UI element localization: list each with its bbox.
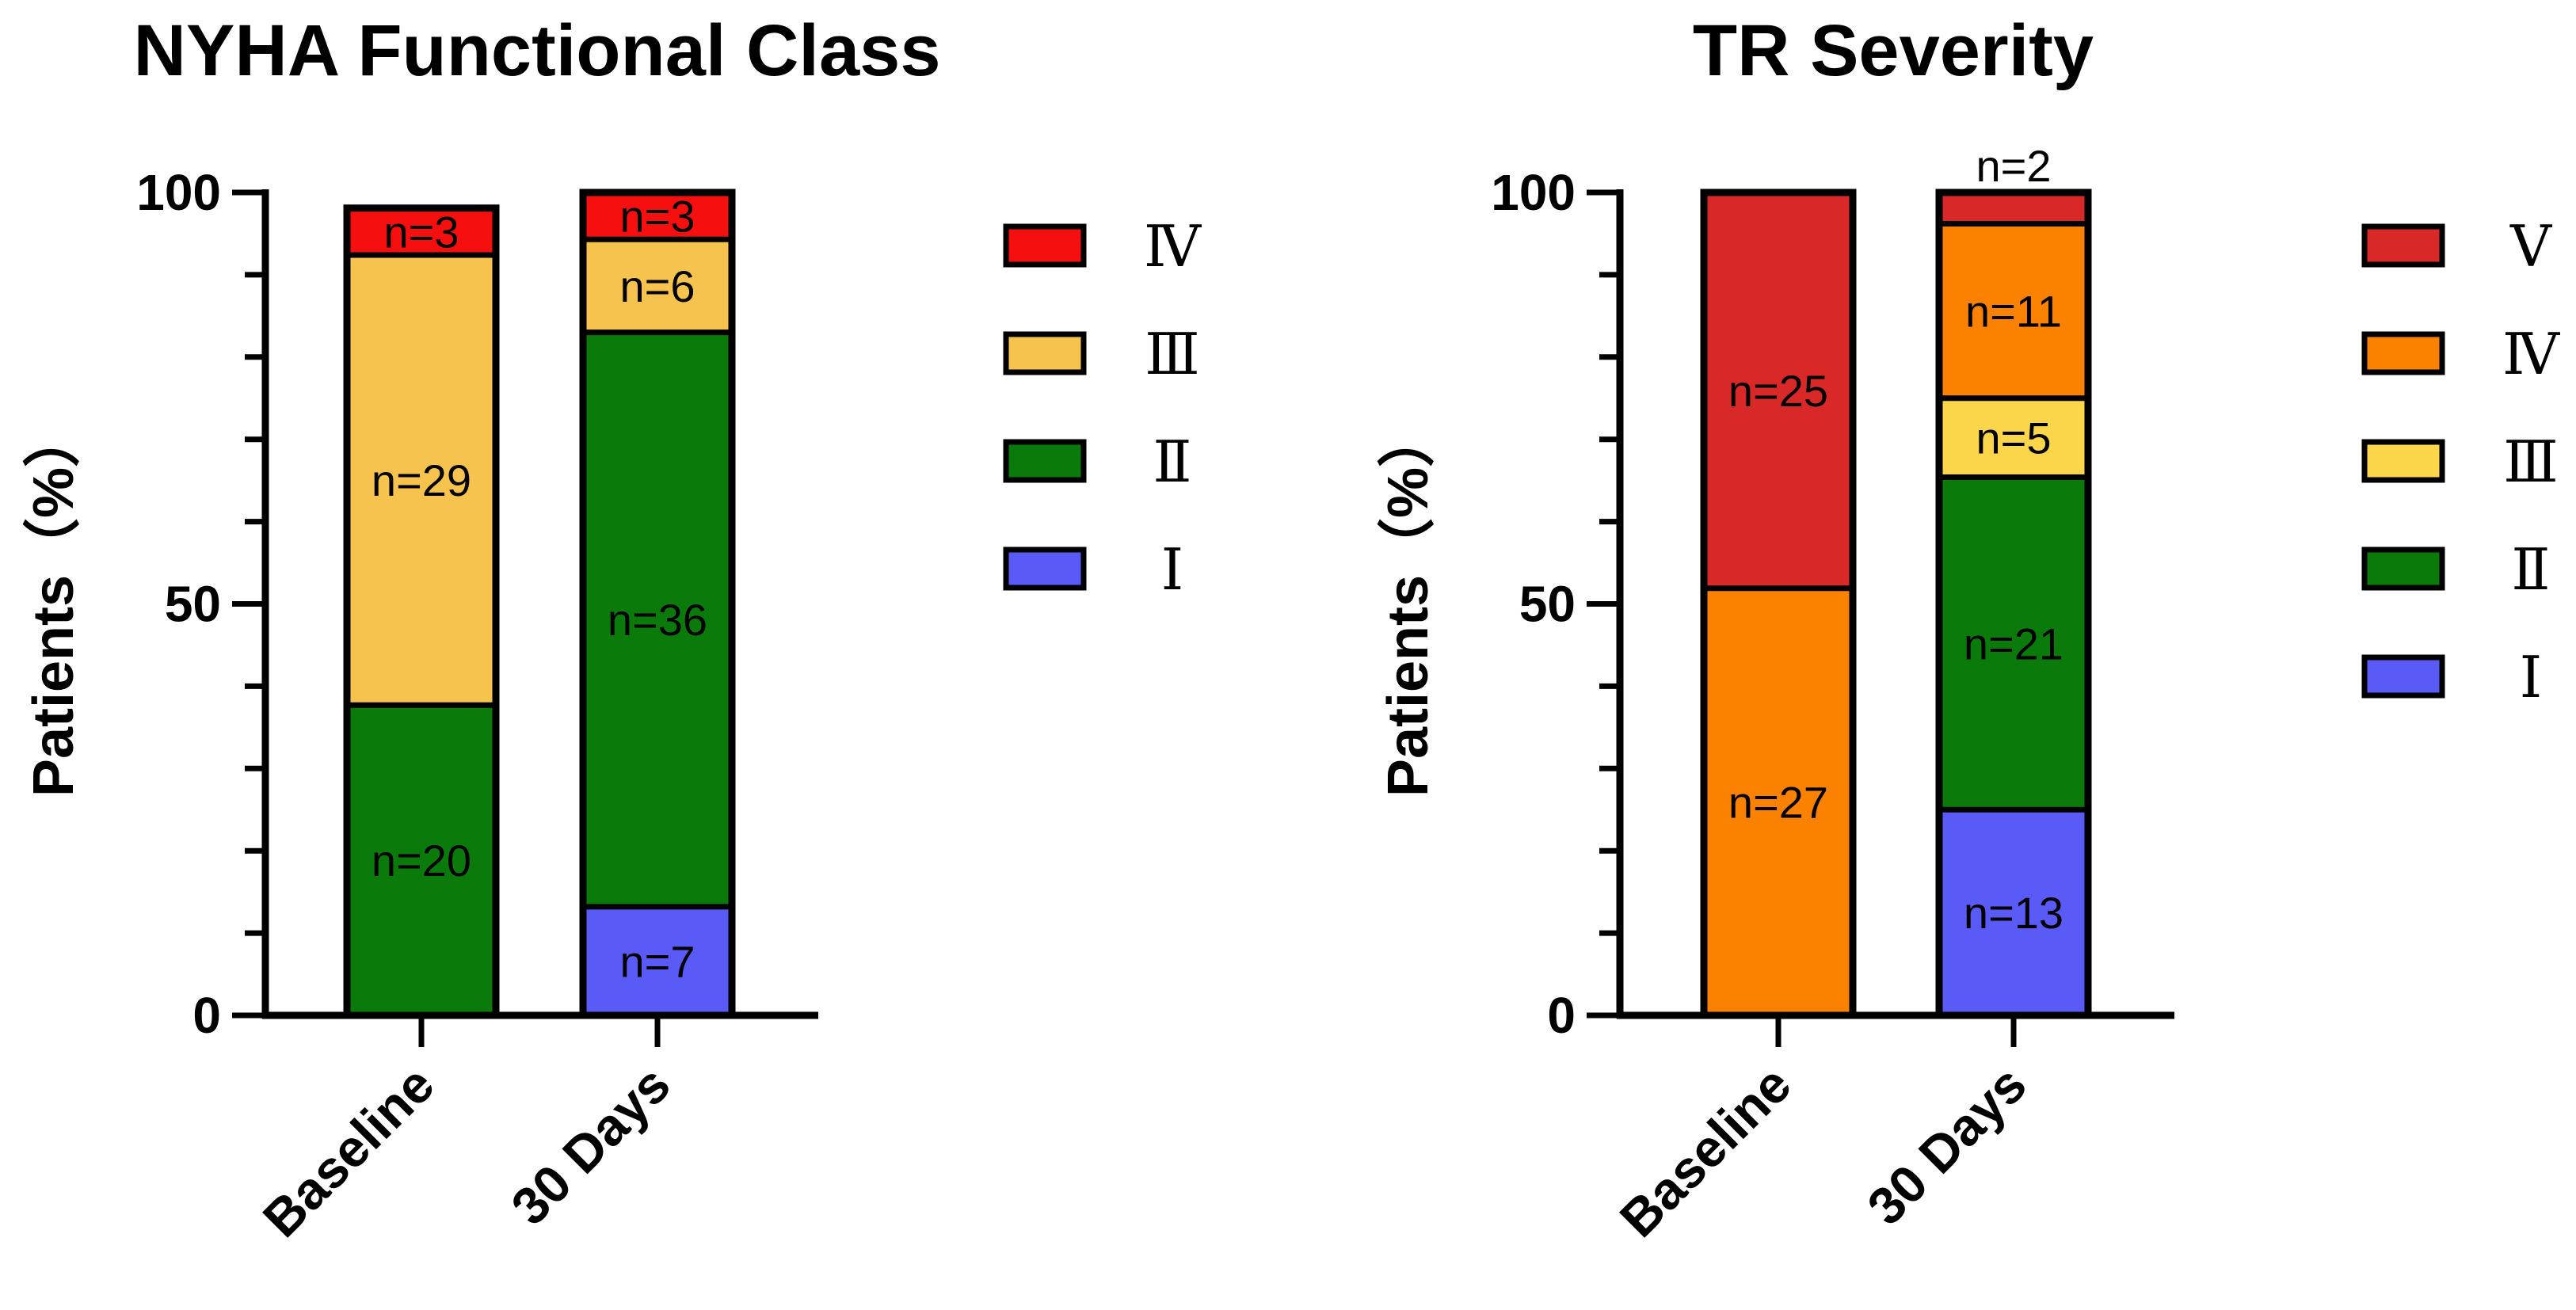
legend-swatch: [2361, 546, 2445, 591]
chart-title: TR Severity: [1693, 10, 2094, 91]
data-label: n=5: [1976, 413, 2052, 463]
bar-segment: [1939, 477, 2088, 810]
bar-group: [1700, 189, 2092, 1019]
y-tick-label: 50: [165, 576, 221, 633]
bar-segment: [347, 705, 496, 1015]
bar-segment: [347, 208, 496, 255]
y-tick-label: 100: [1491, 164, 1576, 221]
data-label: n=20: [372, 836, 471, 885]
y-tick-label: 0: [1547, 987, 1576, 1044]
legend-label: Ⅳ: [2502, 321, 2560, 387]
legend-swatch: [2361, 331, 2445, 375]
legend-label: Ⅴ: [2509, 213, 2553, 280]
bar-segment: [1939, 398, 2088, 478]
bar-segment: [1939, 192, 2088, 224]
y-tick-label: 0: [192, 987, 221, 1044]
x-category-label: Baseline: [252, 1055, 445, 1248]
legend-swatch: [1003, 331, 1087, 375]
legend-label: Ⅲ: [1145, 321, 1199, 387]
legend-label: Ⅱ: [2512, 536, 2551, 603]
legend-label: Ⅰ: [2520, 644, 2542, 710]
chart-tr-severity: TR Severity n=27 n=25 n=13 n=21 n=5 n=11 n=2 0 50…: [1377, 10, 2560, 1248]
bar-segment: [583, 906, 732, 1015]
data-label: n=13: [1964, 888, 2063, 938]
bar-group: [343, 189, 736, 1019]
legend: Ⅴ Ⅳ Ⅲ Ⅱ Ⅰ: [2361, 213, 2560, 710]
x-axis: Baseline 30 Days: [252, 1011, 818, 1248]
data-label: n=29: [372, 455, 471, 505]
bar-segment: [583, 192, 732, 240]
legend-label: Ⅲ: [2503, 428, 2558, 495]
legend-label: Ⅱ: [1153, 428, 1192, 495]
y-tick-label: 50: [1519, 576, 1576, 633]
legend-swatch: [2361, 654, 2445, 699]
data-label: n=36: [608, 595, 707, 645]
bar-segment: [1939, 223, 2088, 398]
legend-swatch: [1003, 223, 1087, 268]
x-axis: Baseline 30 Days: [1609, 1011, 2174, 1248]
chart-nyha-functional-class: NYHA Functional Classn=20n=29n=3n=7n=36n…: [22, 10, 1202, 1248]
data-label: n=27: [1728, 777, 1828, 827]
bar-segment: [347, 254, 496, 706]
y-axis-label: Patients（%）: [1377, 410, 1440, 797]
data-label: n=3: [384, 207, 459, 257]
legend: Ⅳ Ⅲ Ⅱ Ⅰ: [1003, 213, 1202, 603]
y-axis: 0 50 100: [136, 164, 269, 1044]
legend-swatch: [2361, 223, 2445, 268]
legend-swatch: [1003, 546, 1087, 591]
data-label: n=3: [620, 192, 695, 242]
bar-segment: [583, 332, 732, 907]
y-tick-label: 100: [136, 164, 221, 221]
x-category-label: Baseline: [1609, 1055, 1802, 1248]
data-label: n=21: [1964, 619, 2063, 668]
legend-label: Ⅳ: [1144, 213, 1202, 280]
legend-label: Ⅰ: [1161, 536, 1183, 603]
bar-segment: [1704, 588, 1853, 1015]
legend-swatch: [2361, 439, 2445, 483]
data-label: n=25: [1728, 366, 1828, 416]
x-category-label: 30 Days: [1856, 1055, 2037, 1236]
y-axis-label: Patients（%）: [22, 410, 86, 797]
data-label-group: n=20 n=29 n=3 n=7 n=36 n=6 n=3: [372, 192, 707, 987]
bar-segment: [583, 239, 732, 333]
data-label: n=11: [1965, 287, 2062, 337]
chart-title: NYHA Functional Class: [134, 10, 941, 91]
data-label: n=2: [1976, 141, 2052, 191]
bar-segment: [1704, 192, 1853, 588]
legend-swatch: [1003, 439, 1087, 483]
data-label: n=7: [620, 936, 695, 986]
data-label: n=6: [620, 261, 695, 311]
bar-segment: [1939, 809, 2088, 1015]
y-axis: 0 50 100: [1491, 164, 1624, 1044]
x-category-label: 30 Days: [500, 1055, 681, 1236]
data-label-group: n=27 n=25 n=13 n=21 n=5 n=11 n=2: [1728, 141, 2063, 938]
